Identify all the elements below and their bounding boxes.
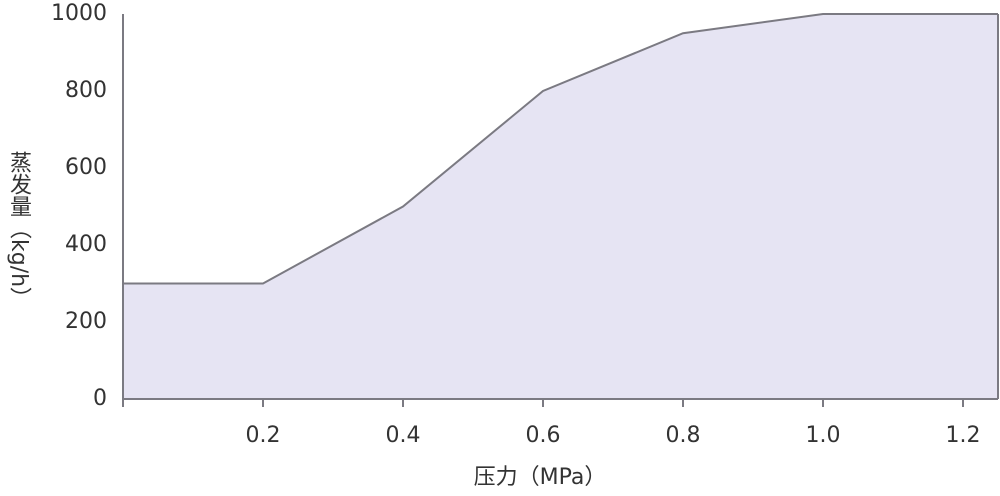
y-tick-label: 1000 — [51, 1, 107, 26]
y-tick-label: 800 — [65, 78, 107, 103]
y-tick-label: 600 — [65, 155, 107, 180]
y-tick-label: 0 — [93, 386, 107, 411]
x-tick-label: 1.2 — [946, 423, 981, 448]
area-fill — [123, 14, 998, 399]
y-axis-label: 蒸发量（kg/h） — [6, 150, 31, 310]
area-line — [123, 13, 998, 285]
x-tick-label: 0.6 — [526, 423, 561, 448]
x-tick-label: 1.0 — [806, 423, 841, 448]
x-axis-label: 压力（MPa） — [474, 465, 607, 490]
x-tick-label: 0.2 — [246, 423, 281, 448]
x-tick-label: 0.8 — [666, 423, 701, 448]
y-tick-label: 400 — [65, 232, 107, 257]
y-tick-label: 200 — [65, 309, 107, 334]
x-tick-label: 0.4 — [386, 423, 421, 448]
